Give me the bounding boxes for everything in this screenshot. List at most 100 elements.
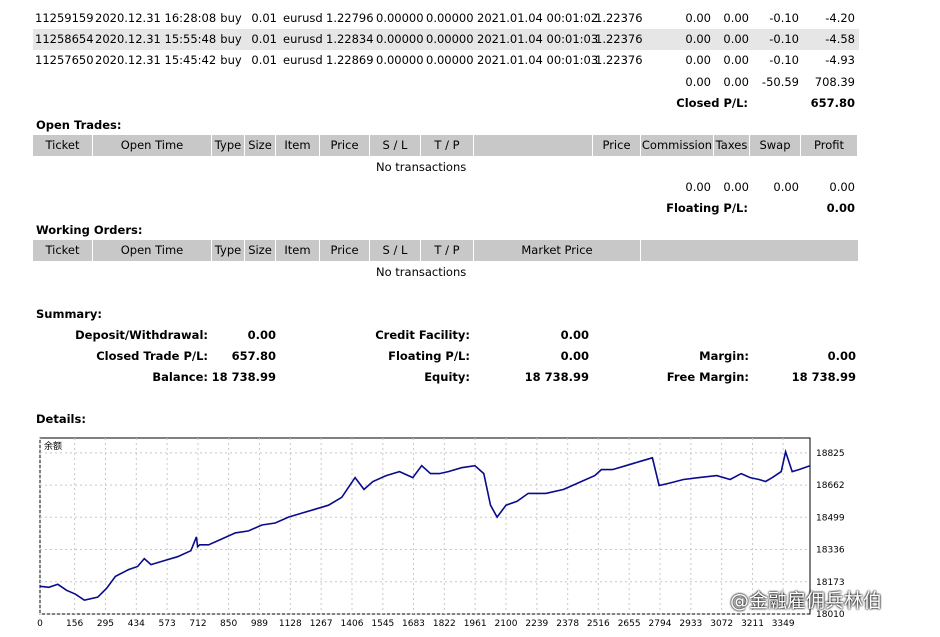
working-orders-col-1: Open Time	[93, 240, 212, 261]
open-trades-col-5: Price	[320, 135, 370, 156]
x-tick-label: 2794	[649, 619, 672, 629]
x-tick-label: 156	[66, 619, 83, 629]
closed-trade-row: 11257650 2020.12.31 15:45:42 buy 0.01 eurusd…	[33, 50, 859, 71]
deposit-value: 0.00	[247, 328, 276, 342]
cell-profit: -4.58	[825, 32, 855, 46]
working-orders-col-8: Market Price	[474, 240, 641, 261]
open-total-profit: 0.00	[829, 180, 855, 194]
balance-value: 18 738.99	[211, 370, 276, 384]
x-tick-label: 1128	[279, 619, 302, 629]
x-tick-label: 1545	[371, 619, 394, 629]
open-trades-col-2: Type	[212, 135, 245, 156]
cell-size: 0.01	[251, 53, 277, 67]
cell-size: 0.01	[251, 11, 277, 25]
margin-label: Margin:	[699, 349, 749, 363]
cell-commission: 0.00	[685, 53, 711, 67]
x-tick-label: 1961	[464, 619, 487, 629]
x-tick-label: 1822	[433, 619, 456, 629]
deposit-label: Deposit/Withdrawal:	[75, 328, 208, 342]
cell-open-time: 2020.12.31 15:55:48	[95, 32, 217, 46]
x-tick-label: 3211	[741, 619, 764, 629]
cell-ticket: 11258654	[35, 32, 94, 46]
cell-taxes: 0.00	[723, 32, 749, 46]
y-tick-label: 18173	[816, 578, 845, 588]
x-tick-label: 3349	[772, 619, 795, 629]
watermark-text: @金融雇佣兵林伯	[730, 590, 883, 612]
free-margin-value: 18 738.99	[791, 370, 856, 384]
open-trades-col-4: Item	[276, 135, 320, 156]
x-tick-label: 3072	[710, 619, 733, 629]
x-tick-label: 850	[220, 619, 237, 629]
closed-total-profit: 708.39	[814, 75, 855, 89]
working-orders-col-3: Size	[245, 240, 276, 261]
open-trades-col-11: Taxes	[714, 135, 750, 156]
x-tick-label: 1683	[402, 619, 425, 629]
margin-value: 0.00	[827, 349, 856, 363]
cell-sl: 0.00000	[376, 32, 424, 46]
closed-trade-row: 11258654 2020.12.31 15:55:48 buy 0.01 eurusd…	[33, 29, 859, 50]
balance-chart: 18825 18662 18499 18336 18173 18010 0 156 295 434…	[37, 437, 845, 629]
y-tick-label: 18336	[816, 546, 845, 556]
cell-item: eurusd	[283, 11, 323, 25]
closed-trade-value: 657.80	[231, 349, 276, 363]
open-trades-title: Open Trades:	[36, 118, 122, 132]
cell-close-time: 2021.01.04 00:01:03	[477, 32, 599, 46]
cell-profit: -4.93	[825, 53, 855, 67]
x-tick-label: 573	[159, 619, 176, 629]
cell-size: 0.01	[251, 32, 277, 46]
working-orders-col-0: Ticket	[33, 240, 93, 261]
open-trades-col-1: Open Time	[93, 135, 212, 156]
x-tick-label: 2100	[495, 619, 518, 629]
cell-ticket: 11257650	[35, 53, 94, 67]
cell-swap: -0.10	[769, 32, 799, 46]
plot-area	[39, 437, 811, 615]
closed-total-swap: -50.59	[761, 75, 799, 89]
cell-sl: 0.00000	[376, 11, 424, 25]
cell-swap: -0.10	[769, 11, 799, 25]
cell-close-price: 1.22376	[595, 11, 643, 25]
equity-value: 18 738.99	[524, 370, 589, 384]
open-trades-col-12: Swap	[750, 135, 801, 156]
open-trades-col-7: T / P	[421, 135, 474, 156]
open-trades-col-13: Profit	[801, 135, 858, 156]
cell-open-time: 2020.12.31 15:45:42	[95, 53, 217, 67]
balance-label: Balance:	[152, 370, 208, 384]
cell-close-price: 1.22376	[595, 53, 643, 67]
open-trades-empty: No transactions	[376, 160, 467, 174]
cell-type: buy	[220, 32, 242, 46]
x-tick-label: 2239	[525, 619, 548, 629]
open-trades-col-10: Commission	[641, 135, 714, 156]
cell-ticket: 11259159	[35, 11, 94, 25]
cell-type: buy	[220, 11, 242, 25]
cell-sl: 0.00000	[376, 53, 424, 67]
x-tick-label: 1267	[310, 619, 333, 629]
cell-item: eurusd	[283, 53, 323, 67]
x-tick-label: 295	[97, 619, 114, 629]
x-tick-label: 989	[251, 619, 268, 629]
working-orders-col-5: Price	[320, 240, 370, 261]
cell-taxes: 0.00	[723, 53, 749, 67]
cell-price: 1.22796	[326, 11, 374, 25]
cell-price: 1.22869	[326, 53, 374, 67]
open-trades-col-6: S / L	[370, 135, 421, 156]
y-tick-label: 18662	[816, 481, 845, 491]
closed-totals-row: 0.00 0.00 -50.59 708.39	[33, 72, 859, 93]
cell-close-time: 2021.01.04 00:01:02	[477, 11, 599, 25]
y-tick-label: 18010	[816, 610, 845, 620]
working-orders-col-6: S / L	[370, 240, 421, 261]
cell-close-time: 2021.01.04 00:01:03	[477, 53, 599, 67]
cell-type: buy	[220, 53, 242, 67]
cell-tp: 0.00000	[426, 11, 474, 25]
details-title: Details:	[36, 412, 86, 426]
closed-pl-label: Closed P/L:	[676, 96, 748, 110]
x-tick-label: 434	[128, 619, 145, 629]
cell-taxes: 0.00	[723, 11, 749, 25]
summary-title: Summary:	[36, 307, 102, 321]
y-tick-label: 18499	[816, 513, 845, 523]
x-tick-label: 712	[189, 619, 206, 629]
working-orders-empty: No transactions	[376, 265, 467, 279]
x-tick-label: 1406	[341, 619, 364, 629]
cell-tp: 0.00000	[426, 53, 474, 67]
x-tick-label: 0	[37, 619, 43, 629]
